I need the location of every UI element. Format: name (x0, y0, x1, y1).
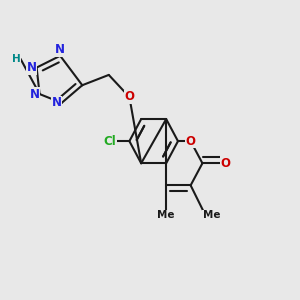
Text: N: N (55, 43, 65, 56)
Text: N: N (27, 61, 37, 74)
Text: N: N (30, 88, 40, 100)
Text: H: H (12, 54, 20, 64)
Text: O: O (186, 135, 196, 148)
Text: O: O (124, 91, 134, 103)
Text: Cl: Cl (103, 135, 116, 148)
Text: Me: Me (158, 210, 175, 220)
Text: N: N (52, 96, 62, 110)
Text: Me: Me (203, 210, 220, 220)
Text: O: O (221, 157, 231, 170)
